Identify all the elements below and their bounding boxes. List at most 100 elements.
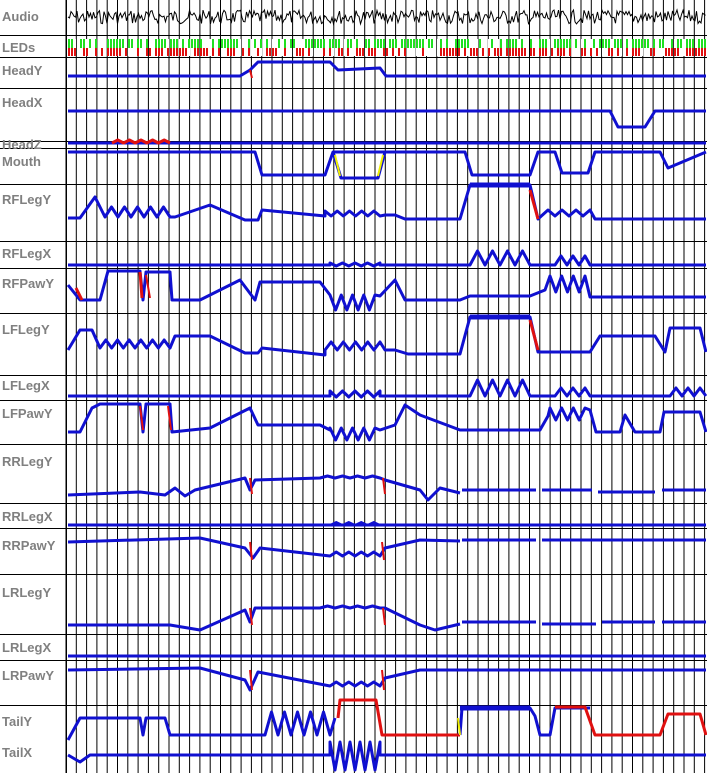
led-cell xyxy=(149,39,151,48)
led-cell xyxy=(482,48,484,56)
led-cell xyxy=(485,39,487,48)
led-cell xyxy=(629,39,631,48)
led-cell xyxy=(644,48,646,56)
led-cell xyxy=(626,39,628,48)
led-cell xyxy=(377,39,379,48)
led-cell xyxy=(287,48,289,56)
led-cell xyxy=(284,39,286,48)
led-cell xyxy=(122,39,124,48)
led-cell xyxy=(461,48,463,56)
led-cell xyxy=(395,39,397,48)
led-cell xyxy=(296,39,298,48)
led-cell xyxy=(134,48,136,56)
led-cell xyxy=(293,48,295,56)
led-cell xyxy=(92,48,94,56)
led-cell xyxy=(446,48,448,56)
curve-taily-clip xyxy=(336,698,460,737)
led-cell xyxy=(98,39,100,48)
clip-marker xyxy=(249,669,253,691)
led-cell xyxy=(254,39,256,48)
led-cell xyxy=(494,39,496,48)
led-cell xyxy=(167,39,169,48)
led-cell xyxy=(401,39,403,48)
track-label-taily: TailY xyxy=(2,714,33,729)
led-cell xyxy=(140,48,142,56)
led-cell xyxy=(308,39,310,48)
led-cell xyxy=(698,48,700,56)
led-cell xyxy=(146,48,148,56)
led-cell xyxy=(428,39,430,48)
curve-lrlegy xyxy=(68,604,461,632)
led-cell xyxy=(134,39,136,48)
led-cell xyxy=(344,39,346,48)
led-cell xyxy=(329,48,331,56)
led-cell xyxy=(185,39,187,48)
led-cell xyxy=(671,48,673,56)
led-cell xyxy=(608,39,610,48)
led-cell xyxy=(491,48,493,56)
led-cell xyxy=(512,39,514,48)
led-cell xyxy=(488,39,490,48)
clip-marker xyxy=(139,405,144,431)
led-cell xyxy=(593,39,595,48)
led-cell xyxy=(290,39,292,48)
led-cell xyxy=(191,39,193,48)
led-cell xyxy=(542,39,544,48)
led-cell xyxy=(314,39,316,48)
track-label-rrlegx: RRLegX xyxy=(2,509,53,524)
led-cell xyxy=(407,48,409,56)
led-cell xyxy=(290,48,292,56)
led-cell xyxy=(581,48,583,56)
led-cell xyxy=(137,48,139,56)
led-cell xyxy=(77,39,79,48)
led-cell xyxy=(677,39,679,48)
led-cell xyxy=(476,39,478,48)
led-cell xyxy=(422,39,424,48)
led-cell xyxy=(359,39,361,48)
led-cell xyxy=(638,39,640,48)
led-cell xyxy=(362,39,364,48)
led-cell xyxy=(587,39,589,48)
led-cell xyxy=(536,48,538,56)
led-cell xyxy=(125,48,127,56)
led-cell xyxy=(155,39,157,48)
led-cell xyxy=(257,39,259,48)
led-cell xyxy=(344,48,346,56)
led-cell xyxy=(302,48,304,56)
led-cell xyxy=(518,48,520,56)
led-cell xyxy=(239,39,241,48)
led-cell xyxy=(383,39,385,48)
led-cell xyxy=(695,48,697,56)
led-cell xyxy=(194,48,196,56)
led-cell xyxy=(626,48,628,56)
curve-mouth-dip xyxy=(331,151,387,180)
led-cell xyxy=(689,39,691,48)
led-cell xyxy=(353,39,355,48)
led-cell xyxy=(320,48,322,56)
curve-lrpawy xyxy=(67,666,706,692)
led-cell xyxy=(638,48,640,56)
led-cell xyxy=(236,48,238,56)
led-cell xyxy=(521,39,523,48)
led-cell xyxy=(95,39,97,48)
led-cell xyxy=(590,39,592,48)
led-cell xyxy=(206,39,208,48)
led-cell xyxy=(113,39,115,48)
led-cell xyxy=(539,48,541,56)
led-cell xyxy=(314,48,316,56)
led-cell xyxy=(128,48,130,56)
clip-marker xyxy=(381,669,385,691)
led-cell xyxy=(227,39,229,48)
led-cell xyxy=(167,48,169,56)
led-cell xyxy=(596,48,598,56)
led-cell xyxy=(422,48,424,56)
curve-lflegy xyxy=(66,315,707,357)
led-cell xyxy=(527,48,529,56)
led-cell xyxy=(89,48,91,56)
led-cell xyxy=(80,39,82,48)
led-cell xyxy=(275,39,277,48)
led-cell xyxy=(164,48,166,56)
led-cell xyxy=(557,39,559,48)
led-cell xyxy=(161,48,163,56)
